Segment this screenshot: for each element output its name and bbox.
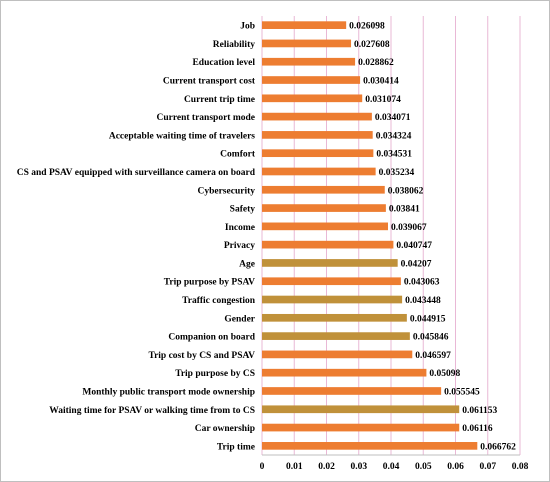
- data-label: 0.043448: [405, 296, 441, 306]
- gridlines: [261, 16, 521, 455]
- category-label: Trip purpose by CS: [175, 369, 255, 379]
- bar: [262, 131, 373, 139]
- data-label: 0.028862: [358, 58, 394, 68]
- value-labels: 0.026098 0.027608 0.028862 0.030414 0.031074…: [349, 22, 516, 453]
- bar: [262, 76, 361, 84]
- category-label: Current transport mode: [156, 113, 255, 123]
- data-label: 0.06116: [462, 424, 493, 434]
- bar: [262, 222, 388, 231]
- x-tick-label: 0.03: [350, 462, 367, 472]
- x-tick-label: 0: [260, 462, 265, 472]
- category-label: Car ownership: [195, 424, 255, 434]
- bar: [262, 39, 352, 48]
- bar: [262, 332, 410, 340]
- data-label: 0.035234: [379, 168, 415, 178]
- category-labels: Job Reliability Education level Current tra…: [17, 22, 256, 453]
- data-label: 0.039067: [391, 223, 427, 233]
- category-label: Job: [240, 22, 255, 32]
- bar: [262, 57, 356, 66]
- data-label: 0.045846: [413, 333, 449, 343]
- bar: [262, 240, 394, 249]
- x-axis: 0 0.01 0.02 0.03 0.04 0.05 0.06 0.07 0.08: [260, 454, 529, 472]
- data-label: 0.030414: [363, 77, 399, 87]
- x-tick-label: 0.07: [479, 462, 496, 472]
- bar: [262, 21, 347, 29]
- category-label: Current trip time: [184, 95, 255, 105]
- data-label: 0.027608: [354, 40, 390, 50]
- data-label: 0.04207: [401, 259, 432, 269]
- bar: [262, 185, 385, 194]
- bar: [262, 350, 413, 359]
- data-label: 0.061153: [462, 406, 497, 416]
- bar: [262, 259, 398, 267]
- bars: [262, 21, 478, 450]
- x-tick-label: 0.04: [383, 462, 400, 472]
- data-label: 0.03841: [389, 205, 420, 215]
- x-tick-label: 0.01: [286, 462, 303, 472]
- data-label: 0.034324: [376, 131, 412, 141]
- category-label: Trip cost by CS and PSAV: [148, 351, 255, 361]
- data-label: 0.034531: [376, 150, 412, 160]
- x-tick-label: 0.08: [512, 462, 529, 472]
- category-label: Comfort: [220, 150, 256, 160]
- x-tick-label: 0.05: [415, 462, 432, 472]
- category-label: Income: [225, 223, 255, 233]
- data-label: 0.043063: [404, 278, 440, 288]
- bar: [262, 112, 372, 121]
- bar: [262, 405, 460, 414]
- bar: [262, 423, 460, 432]
- bar: [262, 167, 376, 176]
- category-label: Reliability: [213, 40, 255, 50]
- bar: [262, 149, 374, 158]
- category-label: CS and PSAV equipped with surveillance c…: [17, 168, 256, 178]
- category-label: Cybersecurity: [197, 186, 255, 196]
- data-label: 0.066762: [480, 442, 516, 452]
- data-label: 0.038062: [388, 186, 424, 196]
- data-label: 0.044915: [410, 314, 446, 324]
- category-label: Age: [239, 259, 255, 269]
- data-label: 0.031074: [365, 95, 401, 105]
- data-label: 0.026098: [349, 22, 385, 32]
- bar: [262, 204, 386, 212]
- category-label: Current transport cost: [163, 77, 256, 87]
- data-label: 0.05098: [429, 369, 460, 379]
- category-label: Trip time: [217, 442, 255, 452]
- bar: [262, 442, 478, 450]
- category-label: Safety: [230, 205, 256, 215]
- bar: [262, 368, 427, 377]
- category-label: Acceptable waiting time of travelers: [109, 131, 255, 141]
- category-label: Companion on board: [168, 333, 255, 343]
- data-label: 0.046597: [415, 351, 451, 361]
- category-label: Education level: [192, 58, 255, 68]
- category-label: Trip purpose by PSAV: [164, 278, 255, 288]
- data-label: 0.034071: [375, 113, 411, 123]
- category-label: Waiting time for PSAV or walking time fr…: [49, 406, 255, 416]
- bar: [262, 277, 401, 286]
- bar: [262, 387, 442, 395]
- bar: [262, 94, 363, 103]
- data-label: 0.040747: [396, 241, 432, 251]
- bar: [262, 313, 407, 322]
- category-label: Gender: [224, 314, 255, 324]
- bar: [262, 295, 403, 304]
- category-label: Privacy: [224, 241, 255, 251]
- category-label: Monthly public transport mode ownership: [82, 387, 255, 397]
- x-tick-label: 0.06: [447, 462, 464, 472]
- data-label: 0.055545: [444, 387, 480, 397]
- x-tick-label: 0.02: [318, 462, 335, 472]
- category-label: Traffic congestion: [182, 296, 256, 306]
